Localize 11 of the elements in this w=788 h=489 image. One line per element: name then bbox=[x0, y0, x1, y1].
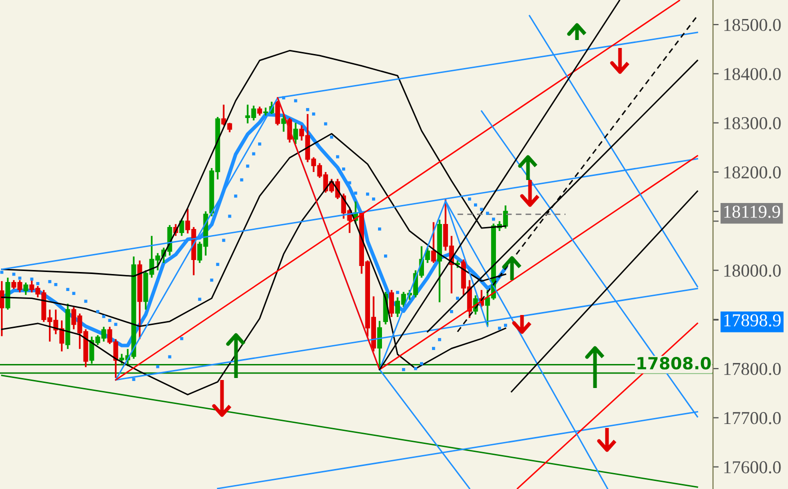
y-tick-label: 18400.0 bbox=[724, 68, 781, 80]
y-tick-label: 18300.0 bbox=[724, 117, 781, 130]
y-tick-label: 17800.0 bbox=[724, 362, 781, 376]
y-tick-label: 17700.0 bbox=[724, 412, 781, 424]
y-tick-label: 18500.0 bbox=[724, 18, 781, 32]
ref-line-label: 17808.0 bbox=[638, 356, 711, 370]
y-tick-label: 18000.0 bbox=[724, 264, 781, 277]
y-tick-label: 17898.9 bbox=[724, 314, 781, 327]
y-tick-label: 18119.9 bbox=[724, 206, 780, 218]
y-tick-label: 18200.0 bbox=[724, 166, 781, 179]
y-tick-label: 17600.0 bbox=[724, 461, 781, 474]
